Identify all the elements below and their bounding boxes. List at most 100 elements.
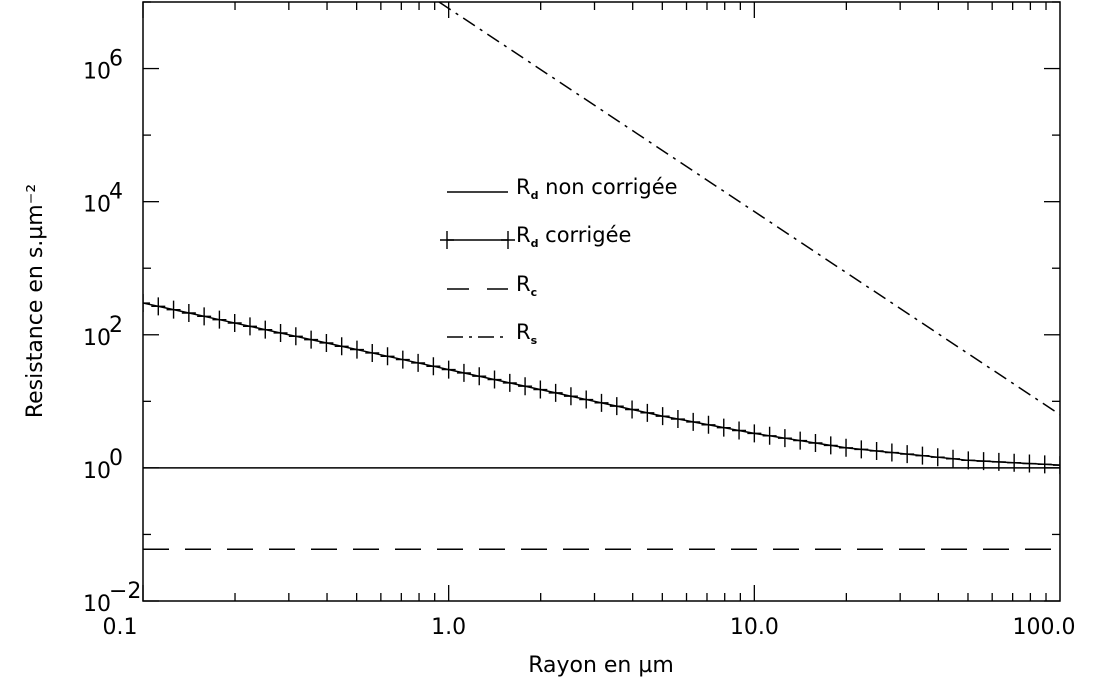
plus-marker: [594, 393, 609, 412]
x-axis-title: Rayon en µm: [528, 653, 674, 678]
plus-marker: [915, 446, 930, 465]
y-tick-label: 104: [83, 180, 123, 218]
legend-label: Rd corrigée: [516, 223, 631, 250]
plus-marker: [961, 451, 976, 470]
plus-marker: [227, 313, 242, 332]
plus-marker: [1007, 453, 1022, 472]
plus-marker: [273, 323, 288, 342]
plus-marker: [777, 429, 792, 448]
series-line: [438, 2, 1060, 416]
x-tick-label: 0.1: [103, 615, 138, 640]
plus-marker: [151, 297, 166, 316]
plus-marker: [762, 426, 777, 445]
plus-marker: [456, 363, 471, 382]
series: [143, 294, 1060, 475]
plus-marker: [991, 452, 1006, 471]
plus-marker: [197, 307, 212, 326]
legend-label-main: R: [516, 175, 531, 199]
legend-entry: Rc: [447, 272, 537, 299]
legend-label-rest: non corrigée: [538, 175, 677, 199]
plus-marker: [380, 347, 395, 366]
plus-marker: [609, 397, 624, 416]
plus-marker: [869, 441, 884, 460]
y-tick-exponent: 4: [109, 180, 123, 205]
x-tick-label: 10.0: [730, 615, 779, 640]
plus-marker: [304, 330, 319, 349]
plus-marker: [793, 431, 808, 450]
y-tick-base: 10: [83, 326, 111, 351]
plus-marker: [487, 370, 502, 389]
plus-marker: [502, 373, 517, 392]
plus-marker: [732, 421, 747, 440]
plus-marker: [143, 294, 150, 313]
plus-marker: [319, 333, 334, 352]
plus-marker: [930, 448, 945, 467]
plus-marker: [349, 340, 364, 359]
y-tick-label: 102: [83, 313, 123, 351]
plus-marker: [823, 436, 838, 455]
plus-marker: [548, 383, 563, 402]
plot-frame: [142, 1, 1061, 602]
legend-label: Rd non corrigée: [516, 175, 678, 202]
plus-marker: [900, 445, 915, 464]
plus-marker: [686, 412, 701, 431]
plus-marker: [212, 310, 227, 329]
plus-marker: [411, 353, 426, 372]
x-tick-labels: 0.1 1.0 10.0 100.0: [103, 615, 1076, 640]
plus-marker: [472, 367, 487, 386]
legend-label: Rs: [516, 320, 538, 347]
y-axis-title: Resistance en s.µm⁻²: [23, 184, 48, 418]
plus-marker: [395, 350, 410, 369]
plus-marker: [808, 433, 823, 452]
plus-marker: [625, 400, 640, 419]
y-tick-label: 10−2: [83, 579, 141, 617]
plus-marker: [288, 327, 303, 346]
series: [438, 2, 1060, 416]
legend-label-main: R: [516, 223, 531, 247]
plus-marker: [563, 387, 578, 406]
plus-marker: [839, 438, 854, 457]
plus-marker: [670, 410, 685, 429]
plus-marker: [426, 357, 441, 376]
y-tick-label: 106: [83, 47, 123, 85]
plus-marker: [518, 377, 533, 396]
plus-marker: [181, 304, 196, 323]
plus-marker: [1053, 456, 1060, 475]
plus-marker: [747, 424, 762, 443]
x-tick-label: 1.0: [431, 615, 466, 640]
legend-label-sub: s: [531, 334, 538, 347]
legend-plus-marker: [501, 231, 515, 249]
y-tick-base: 10: [83, 459, 111, 484]
plus-marker: [365, 343, 380, 362]
legend-label-main: R: [516, 320, 531, 344]
plus-marker: [1037, 455, 1052, 474]
y-tick-base: 10: [83, 592, 111, 617]
y-tick-exponent: −2: [109, 579, 141, 604]
plus-marker: [946, 449, 961, 468]
plus-marker: [884, 443, 899, 462]
plus-marker: [579, 390, 594, 409]
plus-marker: [334, 337, 349, 356]
x-tick-label: 100.0: [1013, 615, 1076, 640]
legend-label-main: R: [516, 272, 531, 296]
plus-marker: [655, 407, 670, 426]
legend-entry: Rs: [447, 320, 538, 347]
legend-label-sub: d: [531, 237, 539, 250]
legend-label: Rc: [516, 272, 537, 299]
plus-marker: [716, 418, 731, 437]
plus-marker: [854, 440, 869, 459]
plus-marker: [258, 320, 273, 339]
legend-entry: Rd corrigée: [440, 223, 631, 250]
legend-plus-marker: [440, 231, 454, 249]
legend-label-rest: corrigée: [538, 223, 631, 247]
legend-label-sub: c: [531, 286, 538, 299]
y-tick-exponent: 6: [109, 47, 123, 72]
legend-entry: Rd non corrigée: [447, 175, 678, 202]
plus-marker: [166, 300, 181, 319]
y-tick-exponent: 0: [109, 446, 123, 471]
plus-marker: [441, 360, 456, 379]
plus-marker: [242, 317, 257, 336]
